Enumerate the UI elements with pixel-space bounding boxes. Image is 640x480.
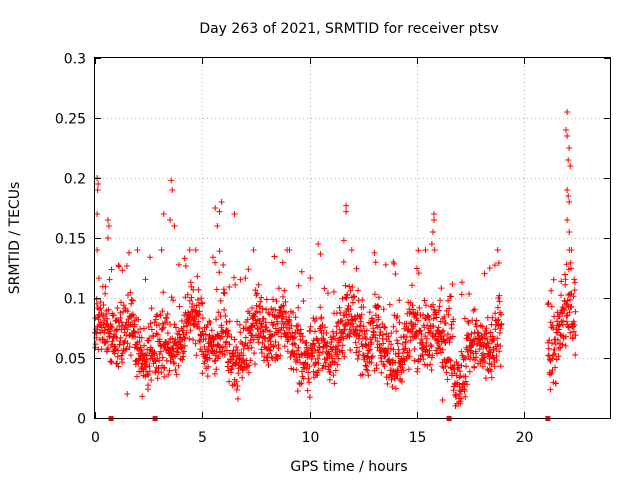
- data-points: [92, 109, 579, 409]
- x-tick-label: 15: [409, 430, 427, 446]
- plot-border: [94, 57, 611, 419]
- srmtid-point-markers: [92, 109, 579, 409]
- y-tick-label: 0.05: [55, 352, 86, 368]
- x-tick-label: 20: [516, 430, 534, 446]
- axis-ticks: 0 0.05 0.1 0.15 0.2 0.25 0.3 0 5 10 15 20: [55, 52, 610, 446]
- x-tick-label: 0: [91, 430, 100, 446]
- y-tick-label: 0.2: [64, 172, 86, 188]
- x-tick-label: 10: [302, 430, 320, 446]
- y-tick-label: 0.1: [64, 292, 86, 308]
- y-tick-label: 0.15: [55, 232, 86, 248]
- x-tick-label: 5: [198, 430, 207, 446]
- y-tick-label: 0: [77, 412, 86, 428]
- y-tick-label: 0.3: [64, 52, 86, 68]
- y-tick-label: 0.25: [55, 112, 86, 128]
- x-axis-label: GPS time / hours: [290, 459, 407, 475]
- y-axis-label: SRMTID / TECUs: [7, 182, 23, 295]
- chart-title: Day 263 of 2021, SRMTID for receiver pts…: [199, 21, 498, 37]
